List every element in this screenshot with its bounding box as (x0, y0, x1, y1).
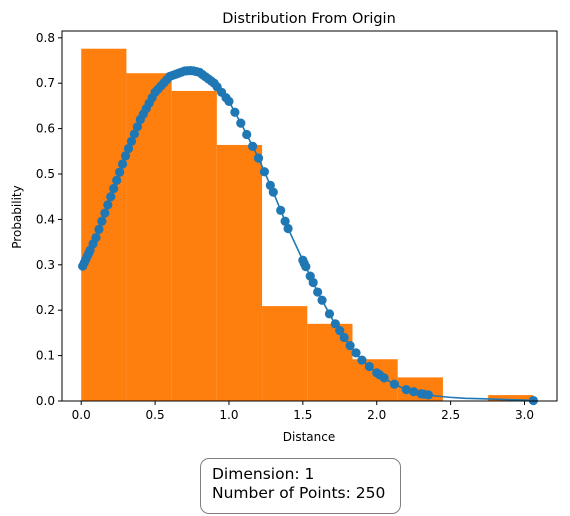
sample-point (242, 129, 252, 140)
y-tick-label: 0.3 (36, 258, 55, 272)
info-box: Dimension: 1 Number of Points: 250 (200, 458, 401, 514)
histogram-bar (352, 359, 398, 401)
chart-title: Distribution From Origin (222, 11, 396, 27)
sample-point (230, 107, 240, 117)
sample-point (109, 183, 119, 194)
sample-point (129, 129, 140, 139)
sample-point (253, 153, 264, 163)
points-count-text: Number of Points: 250 (212, 484, 386, 502)
sample-point (94, 224, 104, 234)
histogram-bar (488, 395, 534, 401)
sample-point (308, 277, 318, 288)
x-tick-label: 0.0 (72, 408, 91, 422)
x-axis-label: Distance (283, 430, 335, 444)
sample-point (123, 143, 134, 154)
x-tick-label: 1.5 (293, 408, 312, 422)
sample-point (345, 341, 355, 351)
sample-point (103, 200, 113, 210)
sample-point (280, 216, 290, 226)
sample-point (351, 348, 361, 358)
sample-point (423, 390, 434, 400)
sample-point (324, 309, 335, 319)
sample-point (115, 167, 125, 177)
sample-point (236, 118, 246, 128)
x-tick-label: 3.0 (515, 408, 534, 422)
histogram-bar (171, 90, 217, 401)
sample-point (317, 295, 327, 305)
sample-point (357, 355, 367, 365)
x-tick-label: 1.0 (219, 408, 238, 422)
dimension-text: Dimension: 1 (212, 465, 315, 483)
histogram-bar (262, 306, 308, 401)
y-tick-label: 0.2 (36, 303, 55, 317)
y-tick-label: 0.1 (36, 349, 55, 363)
sample-point (268, 187, 278, 197)
histogram-bars (81, 48, 534, 402)
sample-point (112, 175, 122, 185)
x-tick-label: 2.5 (441, 408, 460, 422)
x-tick-label: 0.5 (146, 408, 165, 422)
y-tick-label: 0.6 (36, 122, 55, 136)
sample-point (120, 151, 131, 161)
sample-point (91, 232, 101, 243)
sample-point (339, 332, 349, 343)
sample-point (132, 122, 142, 132)
plot-frame (61, 30, 558, 402)
sample-point (97, 216, 107, 226)
histogram-bar (216, 144, 263, 401)
sample-point (224, 96, 234, 106)
sample-point (313, 287, 323, 297)
sample-point (364, 361, 374, 372)
sample-point (117, 159, 128, 169)
sample-point (126, 136, 137, 146)
sample-point (301, 262, 311, 272)
y-axis-label: Probability (10, 185, 24, 248)
sample-point (106, 192, 116, 202)
sample-point (335, 326, 345, 336)
sample-point (100, 208, 110, 218)
y-tick-label: 0.7 (36, 76, 55, 90)
sample-point (401, 385, 411, 395)
y-tick-label: 0.4 (36, 212, 55, 226)
sample-point (409, 387, 419, 397)
y-axis-ticks: 0.0 0.1 0.2 0.3 0.4 0.5 0.6 0.7 0.8 (36, 31, 62, 408)
sample-point (389, 379, 400, 389)
x-axis-ticks: 0.0 0.5 1.0 1.5 2.0 2.5 3.0 (72, 401, 534, 422)
density-curve (78, 65, 538, 406)
y-tick-label: 0.0 (36, 394, 55, 408)
sample-point (379, 373, 389, 383)
x-tick-label: 2.0 (367, 408, 386, 422)
sample-point (248, 141, 258, 151)
histogram-bar (126, 73, 172, 401)
y-tick-label: 0.8 (36, 31, 55, 45)
sample-point (259, 167, 270, 177)
sample-point (330, 319, 340, 329)
sample-point (283, 223, 293, 234)
sample-point (276, 205, 286, 215)
y-tick-label: 0.5 (36, 167, 55, 181)
